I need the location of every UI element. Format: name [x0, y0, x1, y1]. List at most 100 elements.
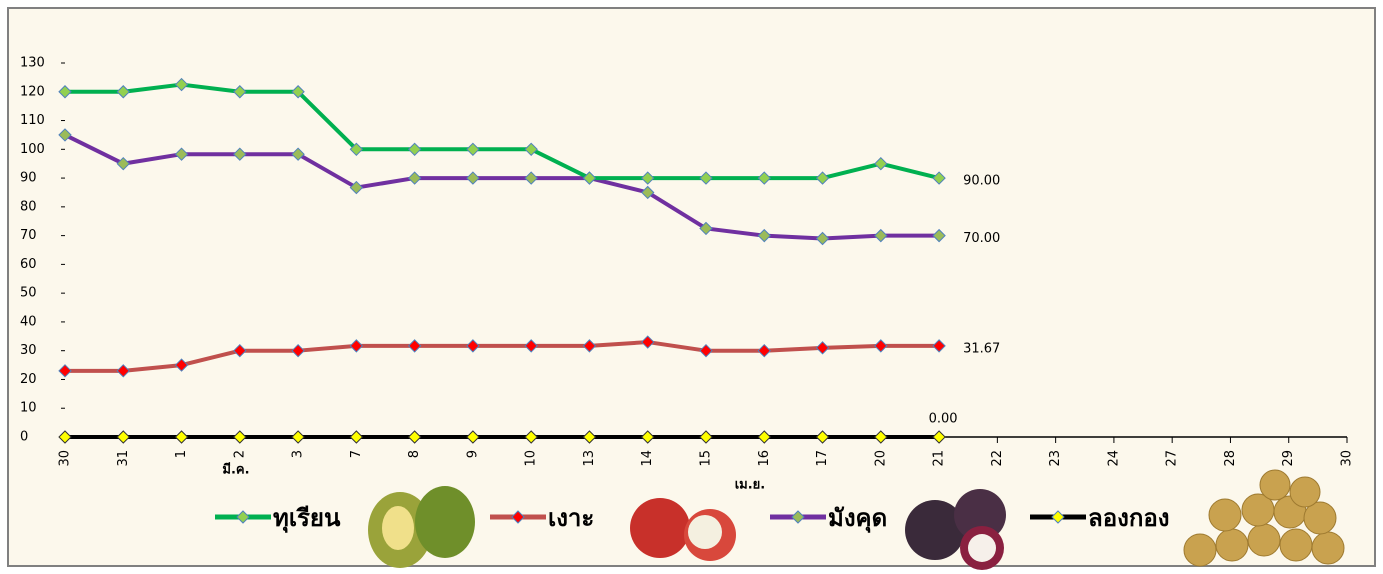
y-tick-label: 80 — [20, 199, 37, 214]
marker — [699, 343, 713, 358]
marker — [582, 339, 597, 353]
y-tick-label: 70 — [20, 228, 37, 243]
series-line — [65, 82, 940, 181]
marker — [407, 171, 422, 185]
x-tick-label: 20 — [873, 450, 888, 467]
x-tick-label: 28 — [1223, 450, 1238, 467]
marker — [174, 358, 189, 372]
series-line — [65, 340, 940, 373]
marker — [466, 171, 480, 185]
y-tick-label: 40 — [20, 314, 37, 329]
x-tick-label: 9 — [465, 450, 480, 458]
frame — [7, 7, 1376, 567]
marker — [233, 430, 247, 444]
marker — [174, 77, 189, 92]
x-tick-label: 29 — [1281, 450, 1296, 467]
marker — [874, 430, 888, 444]
x-tick-label: 31 — [116, 450, 131, 467]
marker — [233, 85, 247, 99]
x-tick-label: 16 — [757, 450, 772, 467]
data-label: 90.00 — [963, 174, 1000, 189]
marker — [466, 142, 480, 157]
y-tick-label: 120 — [20, 84, 45, 99]
mangosteen-icon — [905, 489, 1006, 570]
marker — [349, 430, 364, 444]
rambutan-icon — [630, 498, 736, 561]
y-tick-label: 50 — [20, 286, 37, 301]
marker — [524, 142, 538, 157]
longan-icon — [1183, 469, 1345, 567]
marker — [641, 335, 655, 349]
marker — [699, 221, 713, 236]
y-tick-label: 100 — [20, 142, 45, 157]
data-label: 0.00 — [929, 412, 958, 427]
marker — [116, 85, 130, 99]
marker — [407, 142, 422, 157]
marker — [291, 85, 305, 99]
marker — [932, 430, 946, 444]
marker — [874, 156, 888, 171]
data-label: 70.00 — [963, 231, 1000, 246]
marker — [58, 364, 72, 378]
legend-label: มังคุด — [828, 504, 887, 534]
x-tick-label: 10 — [524, 450, 539, 467]
marker — [291, 343, 305, 358]
x-tick-label: 23 — [1048, 450, 1063, 467]
marker — [407, 430, 422, 444]
marker — [349, 180, 364, 195]
y-tick-label: 60 — [20, 257, 37, 272]
marker — [757, 430, 771, 444]
y-tick-label: 0 — [20, 430, 28, 445]
marker — [291, 430, 305, 444]
marker — [116, 156, 130, 171]
marker — [58, 430, 72, 444]
marker — [582, 171, 597, 185]
x-tick-label: 13 — [582, 450, 597, 467]
marker — [699, 171, 713, 185]
marker — [874, 228, 888, 243]
marker — [58, 128, 72, 142]
marker — [815, 171, 830, 185]
data-label: 31.67 — [963, 341, 1000, 356]
marker — [349, 142, 364, 157]
marker — [116, 364, 130, 378]
x-tick-label: 24 — [1106, 450, 1121, 467]
x-tick-label: 7 — [349, 450, 364, 458]
marker — [699, 430, 713, 444]
marker — [174, 147, 189, 161]
marker — [582, 430, 597, 444]
x-tick-label: 30 — [1340, 450, 1355, 467]
marker — [757, 343, 771, 358]
month-label: เม.ย. — [735, 478, 766, 493]
marker — [58, 85, 72, 99]
marker — [757, 228, 771, 243]
y-tick-label: 110 — [20, 113, 45, 128]
y-tick-label: 10 — [20, 401, 37, 416]
marker — [407, 339, 422, 353]
marker — [349, 339, 364, 353]
marker — [932, 171, 946, 185]
marker — [815, 341, 830, 355]
x-tick-label: 30 — [58, 450, 73, 467]
y-tick-label: 20 — [20, 372, 37, 387]
marker — [466, 430, 480, 444]
marker — [291, 147, 305, 161]
x-tick-label: 15 — [699, 450, 714, 467]
marker — [116, 430, 130, 444]
marker — [524, 430, 538, 444]
marker — [815, 231, 830, 246]
marker — [466, 339, 480, 353]
marker — [233, 147, 247, 161]
marker — [641, 430, 655, 444]
month-label: มี.ค. — [222, 462, 249, 478]
marker — [524, 171, 538, 185]
y-tick-label: 130 — [20, 56, 45, 71]
series-line — [64, 133, 940, 241]
marker — [233, 343, 247, 358]
x-tick-label: 21 — [932, 450, 947, 467]
marker — [932, 228, 946, 243]
legend-label: ทุเรียน — [273, 504, 341, 534]
x-tick-label: 14 — [640, 450, 655, 467]
x-tick-label: 22 — [990, 450, 1005, 467]
